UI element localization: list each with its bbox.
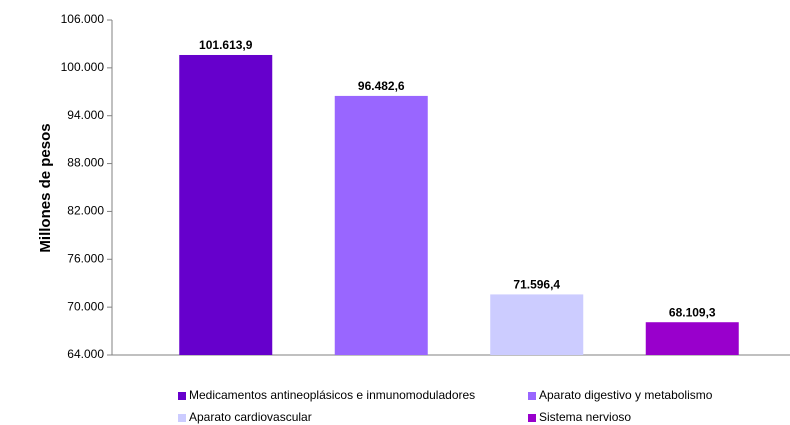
legend-label: Sistema nervioso	[539, 410, 631, 424]
y-tick-label: 76.000	[67, 251, 104, 265]
bar	[490, 294, 584, 355]
bar	[334, 95, 428, 355]
y-tick-label: 64.000	[67, 347, 104, 361]
legend-swatch	[528, 392, 536, 400]
y-tick-label: 106.000	[61, 12, 105, 26]
legend-label: Aparato cardiovascular	[189, 410, 312, 424]
y-tick-label: 88.000	[67, 156, 104, 170]
y-tick-label: 82.000	[67, 204, 104, 218]
legend-label: Medicamentos antineoplásicos e inmunomod…	[189, 388, 475, 402]
data-label: 68.109,3	[669, 305, 716, 319]
legend-swatch	[528, 414, 536, 422]
legend-label: Aparato digestivo y metabolismo	[539, 388, 713, 402]
data-label: 96.482,6	[358, 79, 405, 93]
bar	[179, 54, 273, 355]
data-label: 101.613,9	[199, 38, 253, 52]
legend-swatch	[178, 392, 186, 400]
data-label: 71.596,4	[513, 278, 560, 292]
legend-swatch	[178, 414, 186, 422]
y-tick-label: 70.000	[67, 299, 104, 313]
y-tick-label: 94.000	[67, 108, 104, 122]
bar	[645, 322, 739, 355]
y-tick-label: 100.000	[61, 60, 105, 74]
y-axis-label: Millones de pesos	[37, 123, 54, 252]
